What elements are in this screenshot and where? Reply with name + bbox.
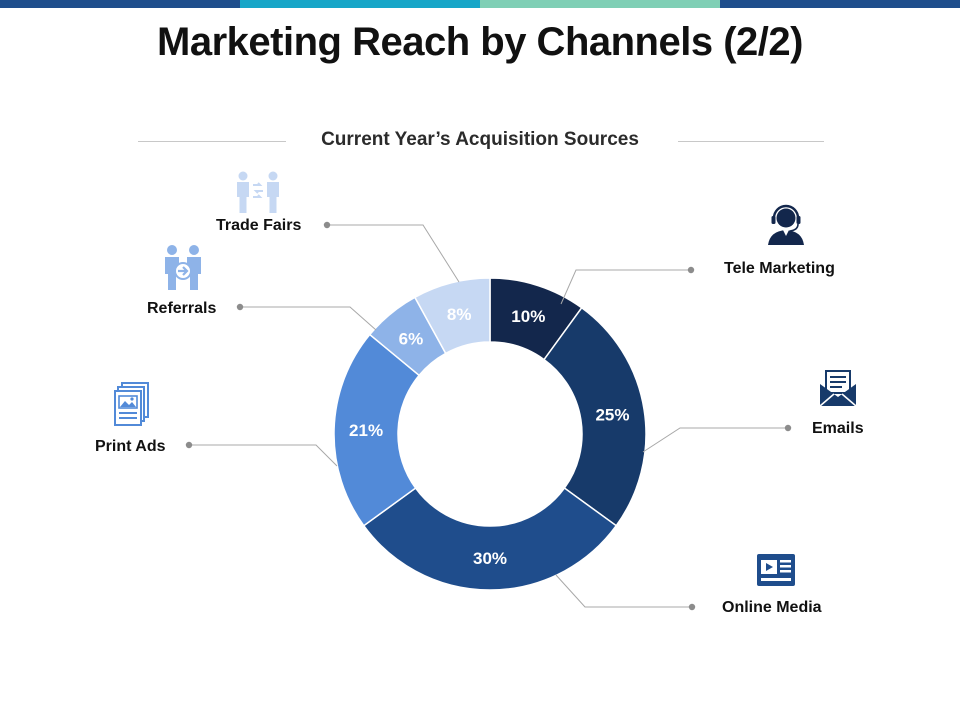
- label-trade-fairs: Trade Fairs: [216, 217, 302, 234]
- subtitle-rule-left: [138, 141, 286, 142]
- value-label-referrals: 6%: [399, 329, 424, 348]
- leader-line-referrals: [240, 306, 377, 331]
- leader-line-emails: [642, 427, 788, 453]
- leader-dot-online-media: [688, 603, 696, 611]
- label-emails: Emails: [812, 420, 864, 437]
- value-label-tele-marketing: 10%: [511, 307, 545, 326]
- people-referral-icon: [165, 245, 201, 290]
- slice-trade-fairs: [413, 277, 491, 355]
- value-label-trade-fairs: 8%: [447, 305, 472, 324]
- leader-line-tele-marketing: [560, 269, 691, 305]
- leader-dot-tele-marketing: [687, 266, 695, 274]
- label-referrals: Referrals: [147, 300, 217, 317]
- label-online-media: Online Media: [722, 599, 822, 616]
- document-image-icon: [114, 382, 149, 426]
- leader-line-trade-fairs: [327, 224, 460, 283]
- label-tele-marketing: Tele Marketing: [724, 260, 835, 277]
- top-bar-segment-3: [480, 0, 720, 8]
- slice-emails: [543, 306, 647, 527]
- value-label-online-media: 30%: [473, 549, 507, 568]
- leader-line-print-ads: [189, 444, 338, 467]
- top-bar-segment-2: [240, 0, 480, 8]
- video-player-icon: [757, 554, 795, 586]
- value-label-print-ads: 21%: [349, 421, 383, 440]
- page-title: Marketing Reach by Channels (2/2): [157, 20, 803, 64]
- leader-dot-referrals: [236, 303, 244, 311]
- leader-dot-print-ads: [185, 441, 193, 449]
- leader-line-online-media: [555, 574, 692, 608]
- top-bar-segment-1: [0, 0, 240, 8]
- leader-dot-emails: [784, 424, 792, 432]
- leader-dot-trade-fairs: [323, 221, 331, 229]
- people-exchange-icon: [237, 171, 279, 213]
- label-print-ads: Print Ads: [95, 438, 166, 455]
- headset-agent-icon: [768, 204, 804, 245]
- value-label-emails: 25%: [595, 406, 629, 425]
- slice-online-media: [362, 487, 618, 591]
- subtitle-rule-right: [678, 141, 824, 142]
- top-color-bar: [0, 0, 960, 8]
- chart-subtitle: Current Year’s Acquisition Sources: [321, 129, 639, 150]
- envelope-icon: [819, 370, 857, 407]
- top-bar-segment-4: [720, 0, 960, 8]
